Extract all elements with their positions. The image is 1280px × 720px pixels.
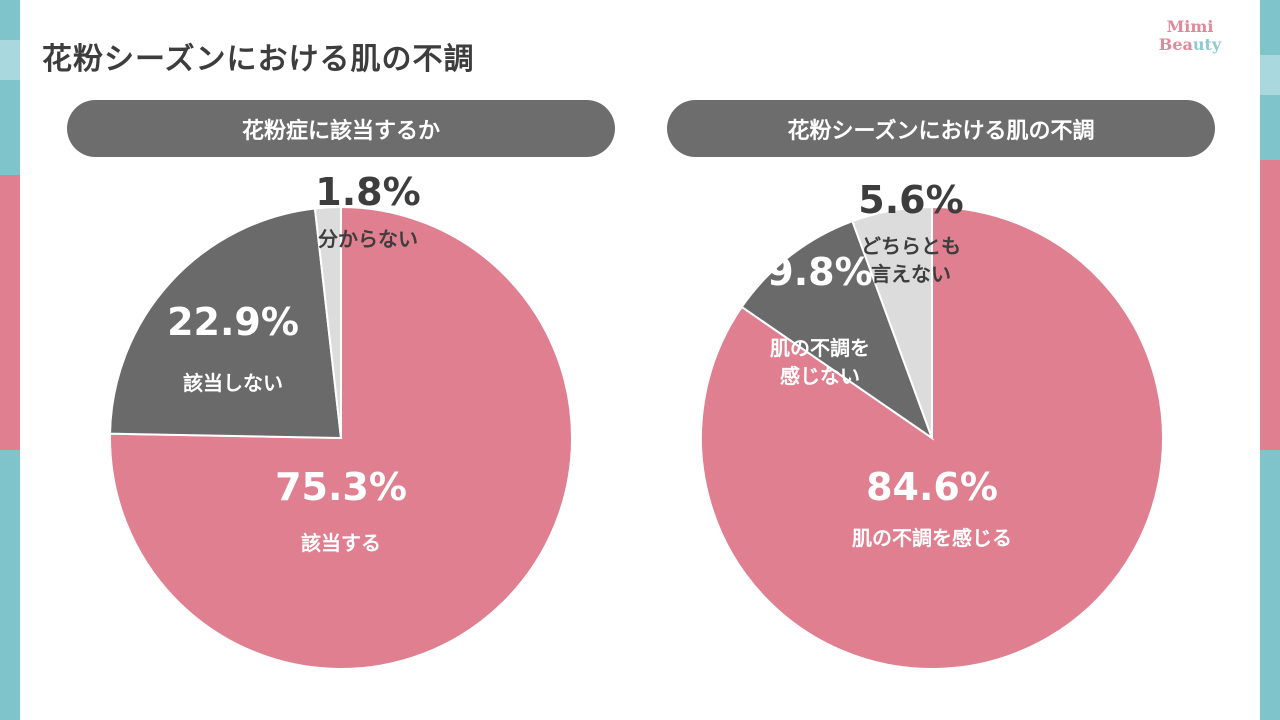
slice-percent-label: 5.6% bbox=[858, 178, 963, 222]
slice-category-label: 肌の不調を感じない bbox=[770, 336, 870, 388]
slice-percent-label: 84.6% bbox=[866, 465, 998, 509]
slice-category-label: 肌の不調を感じる bbox=[852, 526, 1012, 550]
right-decoration bbox=[1260, 0, 1280, 720]
pie-slice bbox=[700, 205, 1164, 670]
slice-category-label: 該当する bbox=[301, 531, 381, 555]
slice-category-label: 該当しない bbox=[183, 371, 283, 395]
pie-slice bbox=[313, 205, 342, 439]
page-title: 花粉シーズンにおける肌の不調 bbox=[42, 42, 475, 77]
pie-slice bbox=[851, 205, 933, 439]
chart-title-right: 花粉シーズンにおける肌の不調 bbox=[667, 100, 1215, 157]
slice-percent-label: 22.9% bbox=[167, 300, 299, 344]
left-decoration bbox=[0, 0, 20, 720]
chart-title-left: 花粉症に該当するか bbox=[67, 100, 615, 157]
slice-category-label: 分からない bbox=[318, 227, 418, 251]
slice-percent-label: 9.8% bbox=[767, 250, 872, 294]
pie-slice bbox=[109, 207, 343, 440]
pie-slice bbox=[740, 219, 935, 441]
slice-percent-label: 1.8% bbox=[315, 170, 420, 214]
slice-category-label: どちらとも言えない bbox=[861, 234, 961, 286]
brand-logo: Mimi Beauty bbox=[1158, 17, 1222, 54]
slice-percent-label: 75.3% bbox=[275, 465, 407, 509]
